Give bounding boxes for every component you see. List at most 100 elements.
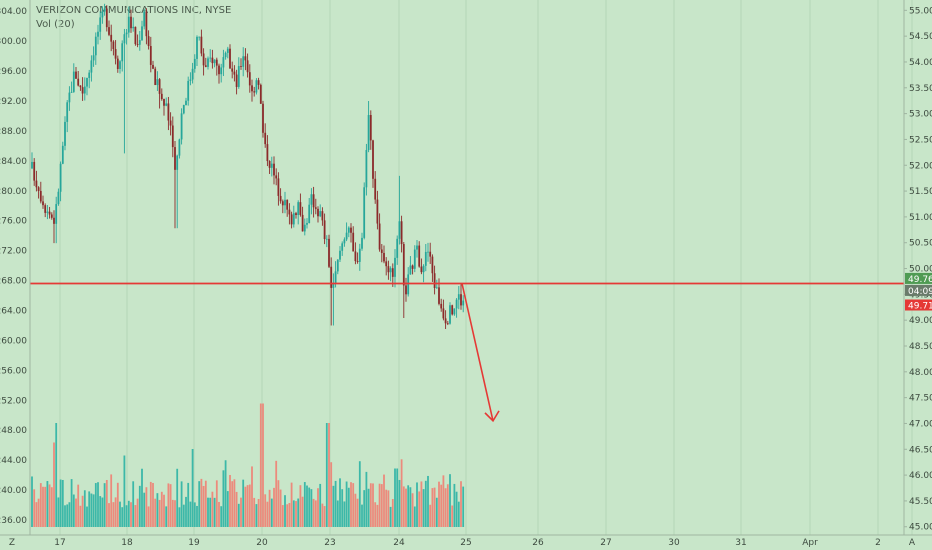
- volume-bar: [97, 482, 99, 527]
- candle-body: [191, 68, 194, 80]
- candle-body: [295, 213, 297, 216]
- left-tick-label: 244.00: [0, 456, 27, 466]
- candle-body: [385, 261, 388, 267]
- volume-bar: [35, 502, 38, 527]
- x-tick-label: 17: [54, 538, 65, 548]
- left-tick-label: 280.00: [0, 187, 27, 197]
- candle-body: [218, 65, 220, 75]
- candle-body: [402, 244, 405, 286]
- candle-body: [130, 16, 132, 29]
- candle-body: [167, 103, 170, 121]
- right-tick-label: 50.00: [909, 265, 932, 275]
- volume-bar: [424, 480, 427, 527]
- volume-bar: [413, 506, 416, 527]
- volume-bar: [99, 496, 102, 527]
- candle-body: [244, 56, 247, 61]
- volume-bar: [405, 488, 407, 527]
- volume-bar: [284, 495, 286, 527]
- candle-body: [125, 32, 128, 35]
- x-tick-label: 24: [393, 538, 405, 548]
- candle-body: [88, 72, 91, 78]
- candle-body: [420, 266, 423, 273]
- volume-bar: [189, 501, 192, 527]
- volume-bar: [101, 497, 104, 527]
- candle-body: [233, 71, 236, 75]
- candle-body: [105, 8, 108, 28]
- volume-bar: [138, 485, 141, 527]
- candle-body: [215, 59, 218, 66]
- volume-bar: [380, 484, 383, 527]
- volume-bar: [336, 500, 339, 527]
- right-tick-label: 45.50: [909, 497, 932, 507]
- volume-bar: [88, 491, 91, 527]
- x-tick-label: 18: [121, 538, 133, 548]
- candle-body: [136, 44, 139, 45]
- volume-bar: [46, 481, 49, 527]
- candle-body: [158, 79, 161, 94]
- candle-body: [330, 266, 333, 288]
- candle-body: [147, 36, 150, 47]
- time-badge-text: 04:09: [908, 287, 932, 297]
- candle-body: [334, 271, 337, 284]
- volume-bar: [169, 484, 172, 527]
- volume-bar: [211, 491, 214, 527]
- volume-bar: [167, 483, 170, 527]
- candle-body: [83, 86, 86, 94]
- candle-body: [372, 140, 374, 179]
- candle-body: [336, 259, 339, 272]
- candle-body: [424, 251, 427, 266]
- volume-bar: [354, 493, 357, 527]
- volume-bar: [314, 500, 317, 527]
- candle-body: [306, 222, 308, 225]
- candle-body: [396, 238, 399, 258]
- price-badge: 49.76: [905, 272, 932, 285]
- price-badge-box: [905, 272, 932, 284]
- arrow-shaft: [461, 283, 494, 422]
- candle-body: [288, 209, 291, 215]
- volume-bar: [105, 479, 108, 527]
- volume-bar: [237, 503, 240, 527]
- volume-bar: [281, 505, 284, 527]
- volume-bar: [53, 442, 55, 527]
- candles-layer: [31, 3, 465, 329]
- candle-body: [435, 287, 438, 289]
- candle-body: [262, 103, 264, 133]
- right-tick-label: 48.00: [909, 368, 932, 378]
- candle-body: [292, 213, 295, 225]
- volume-bar: [233, 479, 236, 527]
- volume-bar: [77, 484, 80, 527]
- volume-bar: [224, 460, 227, 527]
- candle-body: [418, 245, 421, 267]
- x-tick-label: A: [909, 538, 916, 548]
- volume-bar: [171, 499, 174, 527]
- volume-bar: [279, 489, 282, 527]
- candle-body: [57, 191, 60, 205]
- candle-body: [138, 40, 141, 45]
- volume-bar: [422, 489, 425, 527]
- candle-body: [343, 239, 346, 244]
- volume-bar: [251, 466, 253, 527]
- volume-bar: [246, 485, 249, 527]
- volume-bar: [187, 482, 190, 527]
- candle-body: [444, 318, 447, 324]
- volume-bar: [196, 505, 198, 527]
- volume-bar: [44, 486, 47, 527]
- candle-body: [308, 204, 311, 223]
- x-tick-label: 20: [256, 538, 268, 548]
- candle-body: [352, 232, 355, 252]
- candle-body: [356, 261, 359, 262]
- volume-bar: [257, 499, 260, 527]
- right-tick-label: 49.00: [909, 316, 932, 326]
- volume-bar: [350, 482, 352, 527]
- candle-body: [339, 250, 341, 260]
- candle-body: [363, 187, 366, 238]
- candle-body: [277, 178, 280, 196]
- volume-bar: [431, 488, 434, 527]
- volume-bar: [178, 507, 181, 527]
- right-tick-label: 45.00: [909, 523, 932, 533]
- candle-body: [119, 61, 121, 69]
- volume-bar: [83, 490, 86, 527]
- volume-bar: [163, 494, 165, 527]
- candle-body: [64, 121, 66, 146]
